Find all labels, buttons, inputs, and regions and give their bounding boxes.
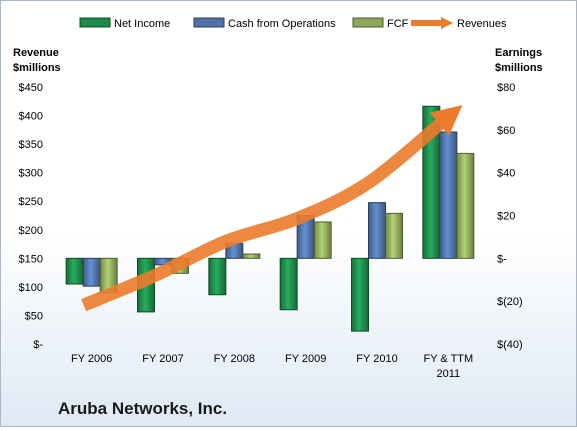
legend-swatch-2 <box>352 17 384 28</box>
x-axis: FY 2006 FY 2007 FY 2008 FY 2009 FY 2010 FY & … <box>71 353 473 380</box>
right-tick-label: $60 <box>497 125 515 137</box>
right-axis: $(40) $(20) $- $20 $40 $60 $80 <box>497 82 523 351</box>
legend-arrow-3 <box>441 17 453 29</box>
revenue-line <box>81 105 463 312</box>
legend-label-2: FCF <box>387 18 409 30</box>
right-tick-label: $20 <box>497 211 515 223</box>
x-tick-label: FY 2010 <box>356 353 397 365</box>
bar-cash-from-operations-0 <box>82 257 101 287</box>
left-tick-label: $300 <box>19 168 43 180</box>
right-tick-label: $(40) <box>497 339 523 351</box>
bar-cash-from-operations-5 <box>439 131 458 259</box>
left-tick-label: $400 <box>19 111 43 123</box>
left-tick-label: $100 <box>19 282 43 294</box>
right-tick-label: $(20) <box>497 296 523 308</box>
left-tick-label: $- <box>33 339 43 351</box>
bar-fcf-3 <box>313 221 332 259</box>
left-axis-title-line2: $millions <box>13 62 61 74</box>
legend-swatch-0 <box>79 17 111 28</box>
legend-label-1: Cash from Operations <box>228 18 336 30</box>
legend-label-3: Revenues <box>457 18 507 30</box>
bar-net-income-0 <box>65 257 84 285</box>
bar-fcf-4 <box>385 212 403 259</box>
chart-title: Aruba Networks, Inc. <box>58 399 227 418</box>
x-tick-label: FY 2007 <box>142 353 183 365</box>
bar-cash-from-operations-4 <box>368 202 386 259</box>
bar-net-income-4 <box>351 257 369 332</box>
legend: Net Income Cash from Operations FCF Revenue… <box>79 17 507 30</box>
legend-label-0: Net Income <box>114 18 170 30</box>
left-tick-label: $150 <box>19 253 43 265</box>
x-tick-label: FY 2006 <box>71 353 112 365</box>
bar-net-income-2 <box>208 257 227 296</box>
left-tick-label: $50 <box>25 310 43 322</box>
left-tick-label: $350 <box>19 139 43 151</box>
left-tick-label: $450 <box>19 82 43 94</box>
bar-fcf-2 <box>242 253 261 259</box>
right-axis-title-line2: $millions <box>495 62 543 74</box>
left-axis-title-line1: Revenue <box>13 47 59 59</box>
revenue-line-path <box>81 105 463 312</box>
right-tick-label: $40 <box>497 168 515 180</box>
left-axis: $- $50 $100 $150 $200 $250 $300 $350 $400 $450 <box>19 82 44 351</box>
right-axis-title-line1: Earnings <box>495 47 542 59</box>
legend-swatch-1 <box>193 17 225 28</box>
right-tick-label: $80 <box>497 82 515 94</box>
x-tick-label: FY 2008 <box>214 353 255 365</box>
x-tick-label: FY 2009 <box>285 353 326 365</box>
right-tick-label: $- <box>497 253 507 265</box>
bar-net-income-3 <box>279 257 298 311</box>
left-tick-label: $200 <box>19 225 43 237</box>
x-tick-label: FY & TTM 2011 <box>423 353 473 380</box>
bar-fcf-5 <box>456 152 475 259</box>
left-tick-label: $250 <box>19 196 43 208</box>
